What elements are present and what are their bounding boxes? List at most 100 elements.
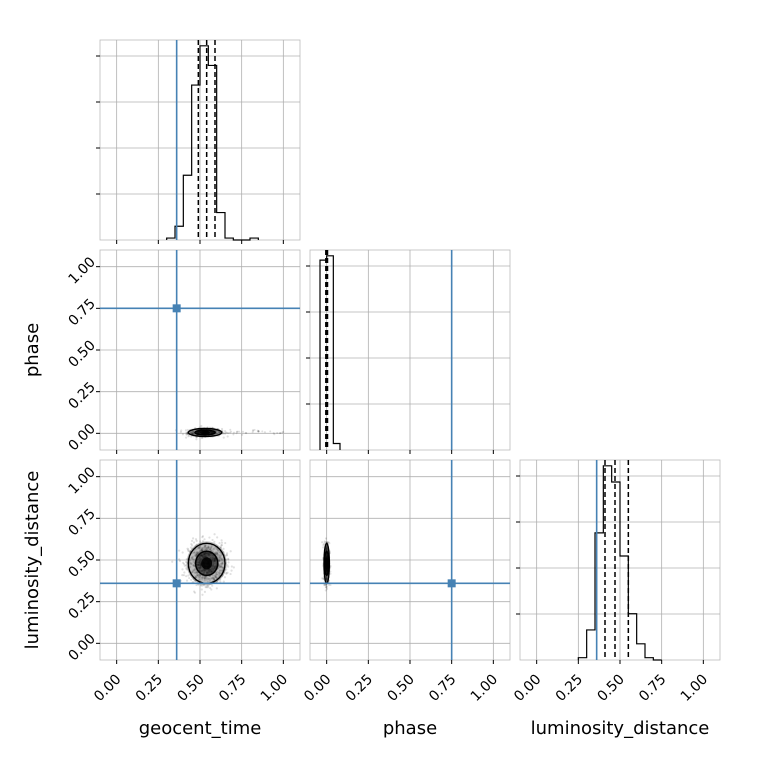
scatter-point (325, 547, 328, 550)
scatter-point (224, 431, 227, 434)
scatter-point (210, 588, 213, 591)
scatter-point (201, 584, 204, 587)
joint-panel-phase_vs_luminosity_distance (309, 459, 511, 664)
scatter-point (282, 430, 285, 433)
scatter-point (196, 574, 199, 577)
scatter-point (216, 548, 219, 551)
x-tick-label: 1.00 (678, 672, 711, 705)
density-level (324, 557, 329, 570)
scatter-point (192, 558, 195, 561)
histogram-step-luminosity_distance (577, 465, 662, 661)
x-tick-label: 0.75 (636, 672, 669, 705)
scatter-point (256, 429, 259, 432)
scatter-point (219, 557, 223, 560)
scatter-point (194, 575, 198, 579)
scatter-point (203, 584, 206, 587)
scatter-point (236, 430, 239, 433)
scatter-point (192, 560, 195, 563)
scatter-point (221, 566, 224, 569)
scatter-point (209, 547, 212, 550)
scatter-point (222, 432, 225, 435)
scatter-point (203, 546, 206, 549)
scatter-point (200, 576, 203, 579)
scatter-point (279, 432, 282, 435)
scatter-point (211, 584, 214, 587)
scatter-point (225, 572, 228, 575)
scatter-point (261, 430, 264, 433)
y-tick-label: 1.00 (65, 464, 98, 497)
scatter-point (219, 554, 222, 557)
histogram-step-phase (319, 255, 341, 450)
scatter-point (220, 544, 223, 547)
scatter-point (203, 544, 206, 547)
scatter-point (269, 430, 272, 433)
scatter-point (241, 433, 244, 436)
scatter-point (181, 568, 184, 571)
scatter-point (215, 576, 218, 579)
scatter-point (220, 566, 223, 569)
scatter-point (201, 548, 204, 551)
scatter-point (209, 548, 212, 552)
contour-line (187, 427, 223, 438)
scatter-point (207, 577, 210, 580)
scatter-point (325, 548, 328, 551)
scatter-point (206, 586, 210, 589)
scatter-point (198, 546, 201, 549)
joint-panel-geocent_time_vs_phase (96, 249, 301, 454)
scatter-point (325, 577, 328, 580)
scatter-point (323, 584, 326, 587)
scatter-point (217, 430, 220, 433)
scatter-point (195, 573, 199, 577)
scatter-point (216, 573, 219, 576)
scatter-point (323, 542, 326, 545)
scatter-point (192, 564, 195, 567)
scatter-point (281, 431, 284, 434)
scatter-point (214, 575, 217, 578)
scatter-point (178, 558, 181, 561)
y-tick-label: 0.50 (65, 338, 98, 371)
scatter-point (236, 430, 239, 433)
scatter-point (323, 540, 326, 543)
scatter-point (218, 558, 221, 562)
scatter-point (229, 550, 232, 553)
scatter-point (171, 560, 174, 563)
scatter-point (325, 548, 328, 551)
scatter-point (197, 546, 200, 549)
scatter-point (187, 548, 190, 551)
scatter-point (217, 559, 221, 563)
scatter-point (227, 431, 230, 435)
scatter-point (201, 436, 204, 439)
scatter-point (325, 576, 328, 579)
scatter-point (183, 571, 186, 574)
scatter-point (200, 548, 203, 551)
density-core (323, 541, 331, 586)
scatter-point (221, 560, 224, 563)
scatter-point (218, 571, 221, 574)
scatter-point (183, 564, 186, 567)
scatter-point (189, 561, 192, 565)
scatter-point (203, 548, 206, 551)
scatter-point (197, 576, 200, 579)
x-tick-label: 0.50 (594, 672, 627, 705)
density-core (186, 541, 227, 586)
scatter-point (218, 574, 221, 577)
scatter-point (329, 583, 332, 587)
scatter-point (225, 568, 228, 571)
scatter-point (221, 562, 224, 565)
scatter-point (227, 565, 230, 568)
injection-marker (172, 579, 181, 588)
scatter-point (184, 564, 188, 567)
scatter-point (193, 590, 196, 593)
scatter-point (200, 549, 203, 552)
scatter-point (180, 429, 183, 432)
scatter-point (209, 548, 212, 551)
scatter-point (212, 577, 216, 580)
scatter-point (215, 575, 218, 579)
scatter-point (221, 561, 224, 565)
scatter-point (190, 539, 194, 542)
scatter-point (252, 429, 255, 432)
scatter-point (185, 433, 188, 436)
scatter-point (225, 571, 228, 574)
hist-panel-phase (306, 249, 511, 454)
scatter-point (216, 551, 219, 554)
